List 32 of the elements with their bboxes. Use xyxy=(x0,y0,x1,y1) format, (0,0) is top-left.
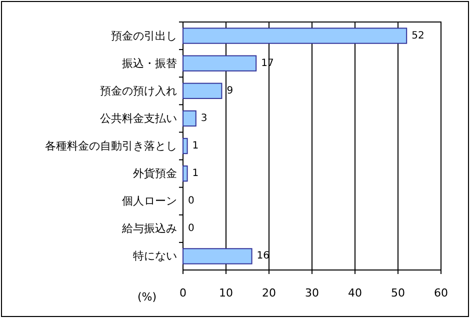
bar xyxy=(182,82,222,99)
y-tick-label: 給与振込み xyxy=(121,222,177,236)
y-tick-label: 預金の預け入れ xyxy=(100,84,177,98)
x-axis-title: (%) xyxy=(137,290,157,304)
x-tick-label: 60 xyxy=(434,286,448,300)
bar xyxy=(182,110,196,127)
data-label: 16 xyxy=(256,250,270,262)
bar xyxy=(182,165,188,182)
bar xyxy=(182,248,252,264)
y-tick-label: 個人ローン xyxy=(122,194,177,208)
data-label: 3 xyxy=(200,112,208,124)
bar xyxy=(182,55,257,72)
data-label: 0 xyxy=(188,223,194,234)
x-tick-label: 50 xyxy=(391,286,405,300)
y-tick-label: 特にない xyxy=(133,250,177,263)
bar xyxy=(182,28,408,44)
y-tick-label: 外貨預金 xyxy=(133,167,177,180)
data-label: 1 xyxy=(192,168,199,180)
bar xyxy=(182,138,188,154)
x-tick-label: 20 xyxy=(262,286,276,300)
x-tick-label: 40 xyxy=(348,286,362,300)
y-tick-label: 公共料金支払い xyxy=(100,112,177,125)
x-tick-label: 10 xyxy=(219,286,233,300)
y-tick-label: 預金の引出し xyxy=(111,29,177,42)
data-label: 52 xyxy=(412,30,424,42)
x-tick-label: 30 xyxy=(305,286,319,300)
data-label: 1 xyxy=(192,140,199,152)
y-tick-label: 振込・振替 xyxy=(122,56,177,70)
data-label: 9 xyxy=(226,85,234,96)
x-tick-label: 0 xyxy=(180,286,186,300)
data-label: 0 xyxy=(188,196,194,207)
y-tick-label: 各種料金の自動引き落とし xyxy=(45,140,177,152)
